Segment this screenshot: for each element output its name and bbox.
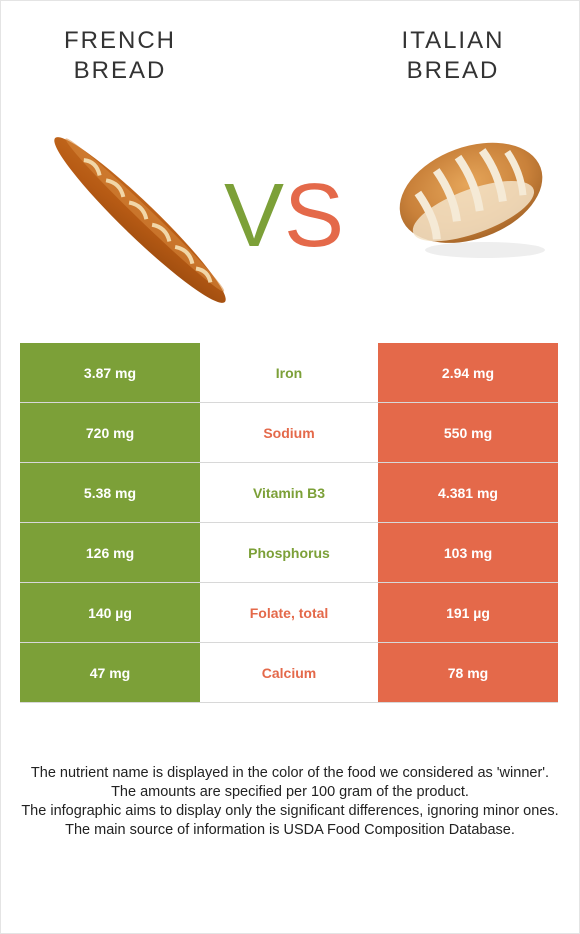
footnote-winner: The nutrient name is displayed in the co…	[30, 765, 550, 781]
row-divider	[20, 402, 558, 403]
row-divider	[20, 462, 558, 463]
versus-v: V	[224, 166, 285, 266]
french-bread-value: 140 µg	[20, 583, 200, 642]
row-divider	[20, 642, 558, 643]
italian-bread-value: 2.94 mg	[378, 343, 558, 402]
italian-bread-title-line1: ITALIAN	[401, 27, 505, 54]
french-bread-value: 126 mg	[20, 523, 200, 582]
footnote-source: The main source of information is USDA F…	[65, 822, 515, 838]
footnotes: The nutrient name is displayed in the co…	[20, 764, 560, 840]
table-row: 720 mg Sodium 550 mg	[20, 403, 558, 463]
nutrient-name: Phosphorus	[200, 523, 378, 582]
versus-label: VS	[224, 166, 344, 266]
italian-bread-title-line2: BREAD	[406, 57, 500, 84]
french-bread-value: 5.38 mg	[20, 463, 200, 522]
row-divider	[20, 702, 558, 703]
italian-bread-value: 4.381 mg	[378, 463, 558, 522]
french-bread-title-line2: BREAD	[73, 57, 167, 84]
row-divider	[20, 582, 558, 583]
nutrient-name: Folate, total	[200, 583, 378, 642]
italian-bread-value: 191 µg	[378, 583, 558, 642]
nutrient-name: Vitamin B3	[200, 463, 378, 522]
french-bread-image	[54, 137, 226, 303]
table-row: 5.38 mg Vitamin B3 4.381 mg	[20, 463, 558, 523]
italian-bread-title: ITALIAN BREAD	[353, 26, 553, 86]
nutrient-name: Sodium	[200, 403, 378, 462]
french-bread-value: 720 mg	[20, 403, 200, 462]
french-bread-title-line1: FRENCH	[64, 27, 176, 54]
versus-s: S	[284, 166, 345, 266]
french-bread-value: 47 mg	[20, 643, 200, 702]
nutrient-comparison-table: 3.87 mg Iron 2.94 mg 720 mg Sodium 550 mg 5.38…	[20, 343, 558, 703]
table-row: 126 mg Phosphorus 103 mg	[20, 523, 558, 583]
italian-bread-value: 550 mg	[378, 403, 558, 462]
nutrient-name: Calcium	[200, 643, 378, 702]
table-row: 140 µg Folate, total 191 µg	[20, 583, 558, 643]
nutrient-name: Iron	[200, 343, 378, 402]
table-row: 3.87 mg Iron 2.94 mg	[20, 343, 558, 403]
italian-bread-image	[399, 142, 545, 258]
french-bread-value: 3.87 mg	[20, 343, 200, 402]
french-bread-title: FRENCH BREAD	[20, 26, 220, 86]
table-row: 47 mg Calcium 78 mg	[20, 643, 558, 703]
italian-bread-value: 78 mg	[378, 643, 558, 702]
footnote-differences: The infographic aims to display only the…	[21, 803, 559, 819]
italian-bread-value: 103 mg	[378, 523, 558, 582]
row-divider	[20, 522, 558, 523]
footnote-amounts: The amounts are specified per 100 gram o…	[111, 784, 469, 800]
